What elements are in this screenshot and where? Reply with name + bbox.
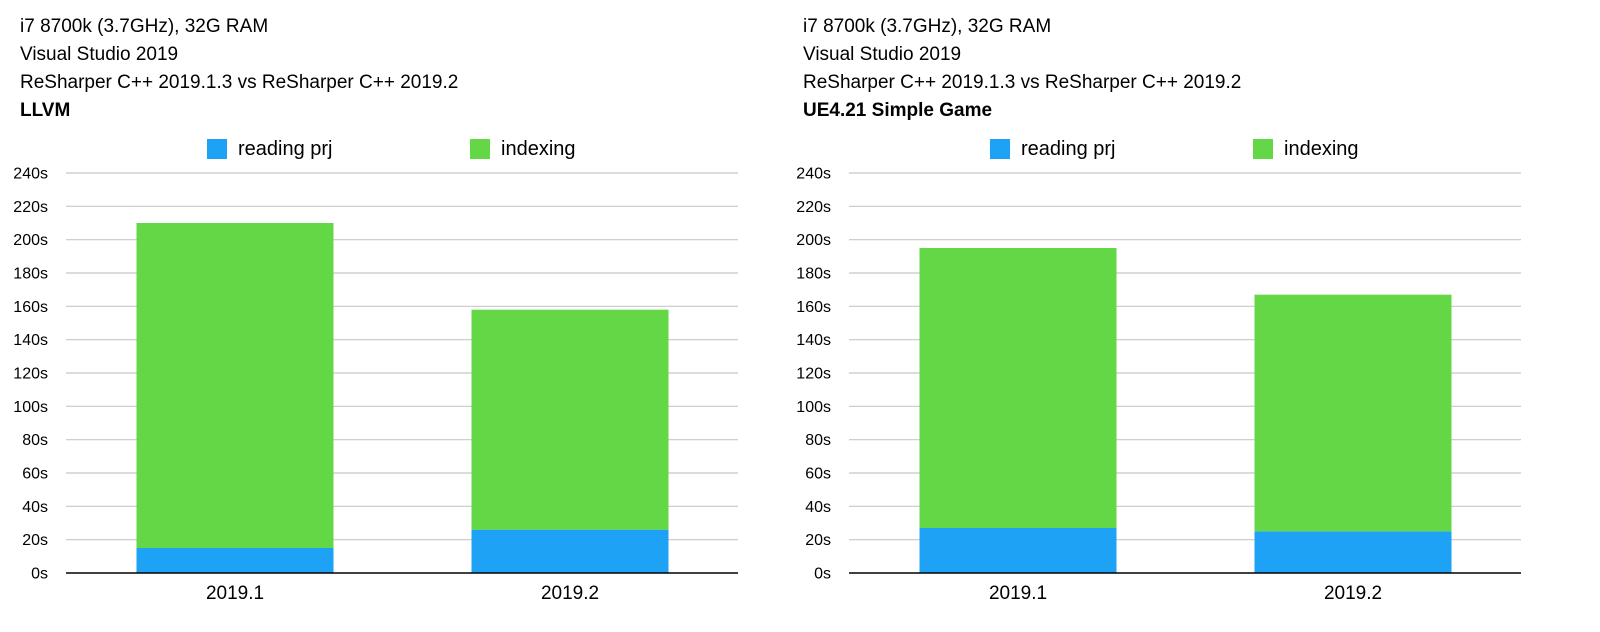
hardware-line: i7 8700k (3.7GHz), 32G RAM [803,16,1052,37]
legend-swatch-indexing [1253,139,1273,159]
y-tick-label: 180s [796,266,831,283]
legend-label-reading-prj: reading prj [238,137,333,160]
legend-swatch-reading-prj [207,139,227,159]
comparison-line: ReSharper C++ 2019.1.3 vs ReSharper C++ … [803,72,1242,93]
legend: reading prj indexing [0,134,780,164]
legend-swatch-reading-prj [990,139,1010,159]
y-tick-label: 220s [13,199,48,216]
y-tick-label: 100s [13,399,48,416]
chart-panel-llvm: i7 8700k (3.7GHz), 32G RAM Visual Studio… [0,0,780,632]
chart-panel-ue4: i7 8700k (3.7GHz), 32G RAM Visual Studio… [783,0,1563,632]
y-tick-label: 0s [814,566,831,583]
ide-line: Visual Studio 2019 [803,44,962,65]
y-tick-label: 40s [805,499,831,516]
legend-swatch-indexing [470,139,490,159]
y-tick-label: 80s [22,432,48,449]
y-tick-label: 0s [31,566,48,583]
bar-indexing-2019-1 [919,248,1117,528]
legend-item-indexing: indexing [1253,134,1359,164]
y-tick-label: 100s [796,399,831,416]
x-category-label: 2019.2 [1324,583,1382,604]
y-tick-label: 120s [796,366,831,383]
bar-reading-prj-2019-1 [919,528,1117,573]
y-tick-label: 240s [796,166,831,183]
y-tick-label: 200s [796,232,831,249]
y-tick-label: 60s [22,466,48,483]
legend: reading prj indexing [783,134,1563,164]
chart-title: UE4.21 Simple Game [803,100,993,121]
chart-header: i7 8700k (3.7GHz), 32G RAM Visual Studio… [803,13,1241,125]
bar-indexing-2019-1 [136,223,334,548]
chart-header: i7 8700k (3.7GHz), 32G RAM Visual Studio… [20,13,458,125]
x-category-label: 2019.1 [989,583,1047,604]
y-tick-label: 140s [13,332,48,349]
comparison-line: ReSharper C++ 2019.1.3 vs ReSharper C++ … [20,72,459,93]
bar-reading-prj-2019-2 [1254,531,1452,573]
y-tick-label: 120s [13,366,48,383]
legend-label-reading-prj: reading prj [1021,137,1116,160]
x-category-label: 2019.2 [541,583,599,604]
plot-area: 0s 20s 40s 60s 80s 100s 120s 140s 160s 180s 200s 22… [13,166,738,604]
hardware-line: i7 8700k (3.7GHz), 32G RAM [20,16,269,37]
x-category-label: 2019.1 [206,583,264,604]
chart-title: LLVM [20,100,71,121]
legend-label-indexing: indexing [1284,137,1359,160]
y-tick-label: 200s [13,232,48,249]
y-tick-label: 40s [22,499,48,516]
y-tick-label: 160s [13,299,48,316]
plot-area: 0s 20s 40s 60s 80s 100s 120s 140s 160s 180s 200s 22… [796,166,1521,604]
legend-label-indexing: indexing [501,137,576,160]
bar-indexing-2019-2 [1254,294,1452,532]
bar-reading-prj-2019-1 [136,548,334,573]
legend-item-reading-prj: reading prj [207,134,333,164]
y-tick-label: 240s [13,166,48,183]
y-tick-label: 180s [13,266,48,283]
y-tick-label: 80s [805,432,831,449]
y-tick-label: 20s [805,532,831,549]
legend-item-reading-prj: reading prj [990,134,1116,164]
bar-reading-prj-2019-2 [471,529,669,573]
y-tick-label: 220s [796,199,831,216]
y-tick-label: 160s [796,299,831,316]
y-tick-label: 140s [796,332,831,349]
y-tick-label: 60s [805,466,831,483]
y-tick-label: 20s [22,532,48,549]
ide-line: Visual Studio 2019 [20,44,179,65]
bar-indexing-2019-2 [471,309,669,530]
legend-item-indexing: indexing [470,134,576,164]
